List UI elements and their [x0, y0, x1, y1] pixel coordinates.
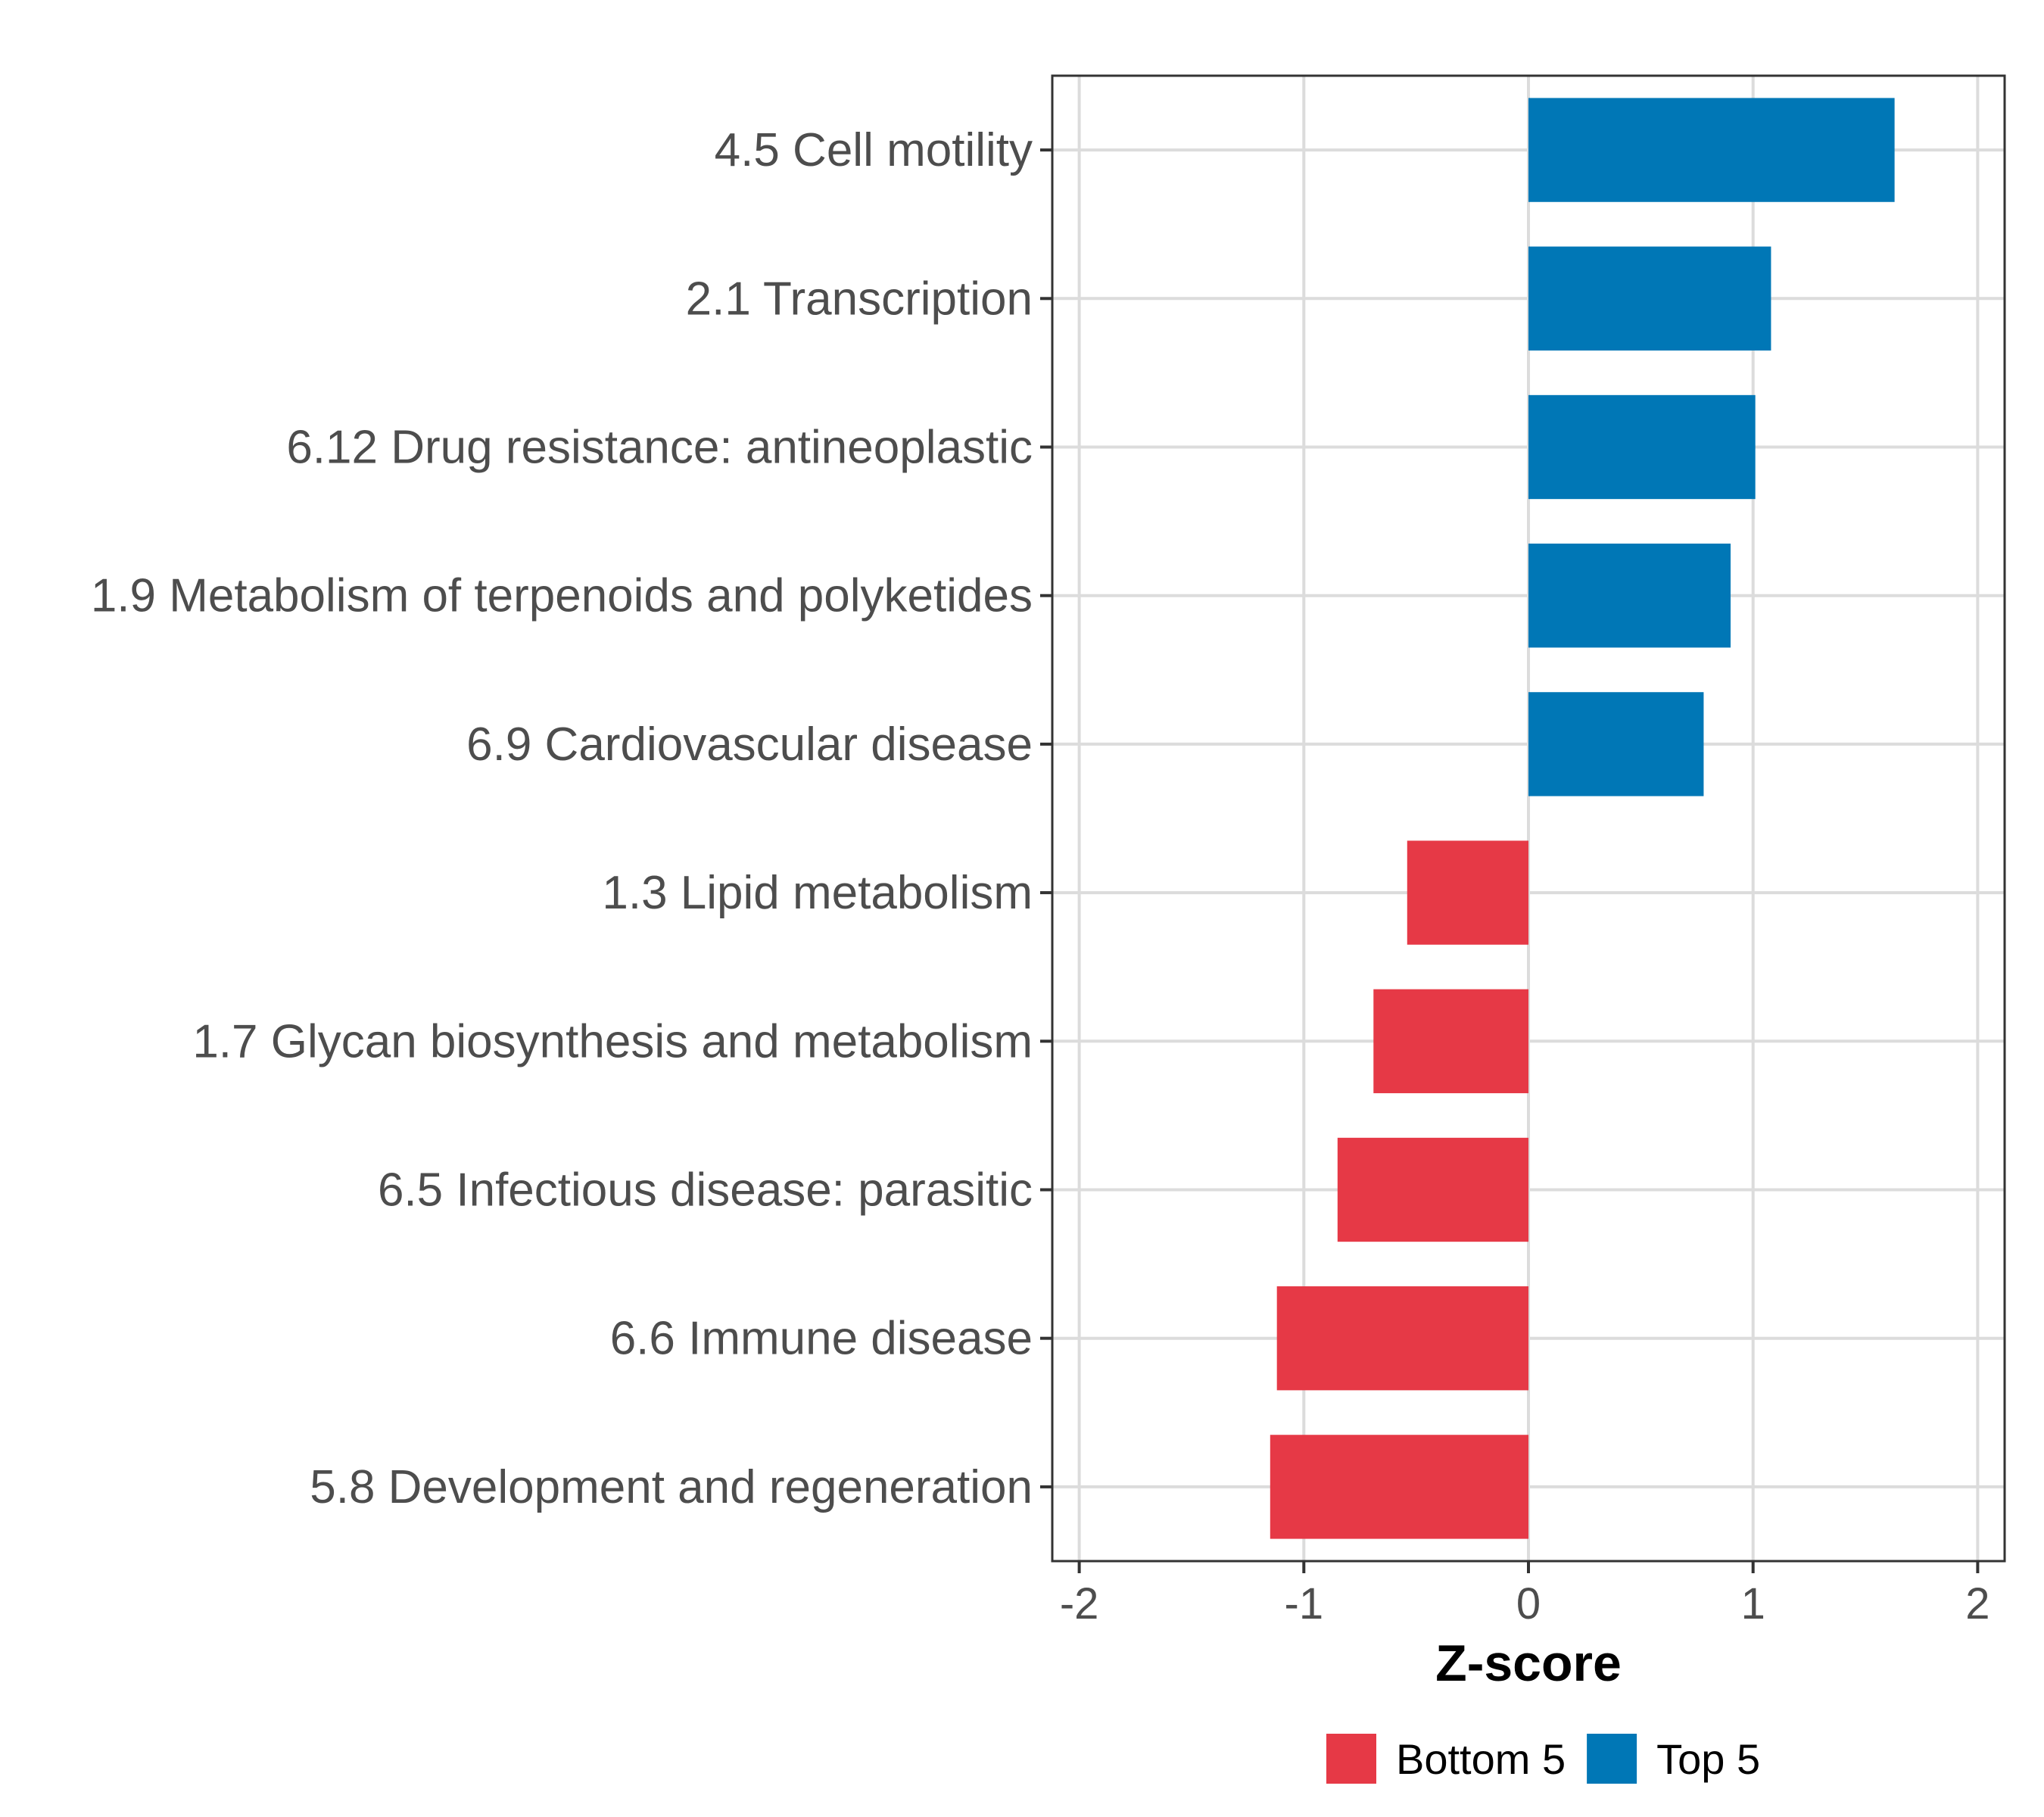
- x-axis-title: Z-score: [1435, 1635, 1622, 1692]
- x-tick-label-4: 2: [1965, 1579, 1989, 1628]
- x-tick-label-0: -2: [1060, 1579, 1099, 1628]
- bar-1-7-glycan-biosynthesis-and-metabolism: [1373, 989, 1528, 1093]
- legend-swatch-bottom-5: [1326, 1734, 1376, 1784]
- bars: [1270, 98, 1895, 1539]
- x-tick-label-2: 0: [1516, 1579, 1541, 1628]
- x-tick-label-3: 1: [1741, 1579, 1765, 1628]
- legend-label-bottom-5: Bottom 5: [1396, 1735, 1566, 1783]
- legend-label-top-5: Top 5: [1656, 1735, 1760, 1783]
- bar-4-5-cell-motility: [1528, 98, 1895, 202]
- category-label-4-5-cell-motility: 4.5 Cell motility: [715, 124, 1033, 176]
- legend: Bottom 5 Top 5: [1326, 1734, 1760, 1784]
- bar-6-6-immune-disease: [1276, 1286, 1528, 1391]
- category-label-1-3-lipid-metabolism: 1.3 Lipid metabolism: [602, 867, 1033, 919]
- x-axis-labels: -2 -1 0 1 2: [1060, 1579, 1990, 1628]
- bar-6-9-cardiovascular-disease: [1528, 692, 1704, 796]
- bar-5-8-development-and-regeneration: [1270, 1435, 1528, 1539]
- bar-6-5-infectious-disease-parasitic: [1337, 1137, 1528, 1242]
- category-label-6-12-drug-resistance-antineoplastic: 6.12 Drug resistance: antineoplastic: [286, 422, 1033, 474]
- category-label-1-9-metabolism-of-terpenoids-and-polyketides: 1.9 Metabolism of terpenoids and polyket…: [91, 570, 1033, 622]
- category-label-5-8-development-and-regeneration: 5.8 Development and regeneration: [310, 1461, 1033, 1513]
- bar-1-9-metabolism-of-terpenoids-and-polyketides: [1528, 544, 1731, 648]
- category-label-1-7-glycan-biosynthesis-and-metabolism: 1.7 Glycan biosynthesis and metabolism: [192, 1015, 1033, 1067]
- category-label-6-5-infectious-disease-parasitic: 6.5 Infectious disease: parasitic: [378, 1164, 1033, 1217]
- legend-swatch-top-5: [1587, 1734, 1637, 1784]
- category-label-6-9-cardiovascular-disease: 6.9 Cardiovascular disease: [466, 718, 1033, 771]
- y-axis-ticks: [1040, 148, 1052, 1488]
- category-label-2-1-transcription: 2.1 Transcription: [686, 273, 1033, 325]
- bar-1-3-lipid-metabolism: [1407, 840, 1528, 945]
- category-label-6-6-immune-disease: 6.6 Immune disease: [610, 1313, 1033, 1365]
- x-tick-label-1: -1: [1285, 1579, 1324, 1628]
- bar-6-12-drug-resistance-antineoplastic: [1528, 394, 1756, 500]
- x-axis-ticks: [1077, 1561, 1980, 1573]
- y-axis-labels: 4.5 Cell motility 2.1 Transcription 6.12 D…: [91, 124, 1033, 1513]
- bar-2-1-transcription: [1528, 246, 1771, 351]
